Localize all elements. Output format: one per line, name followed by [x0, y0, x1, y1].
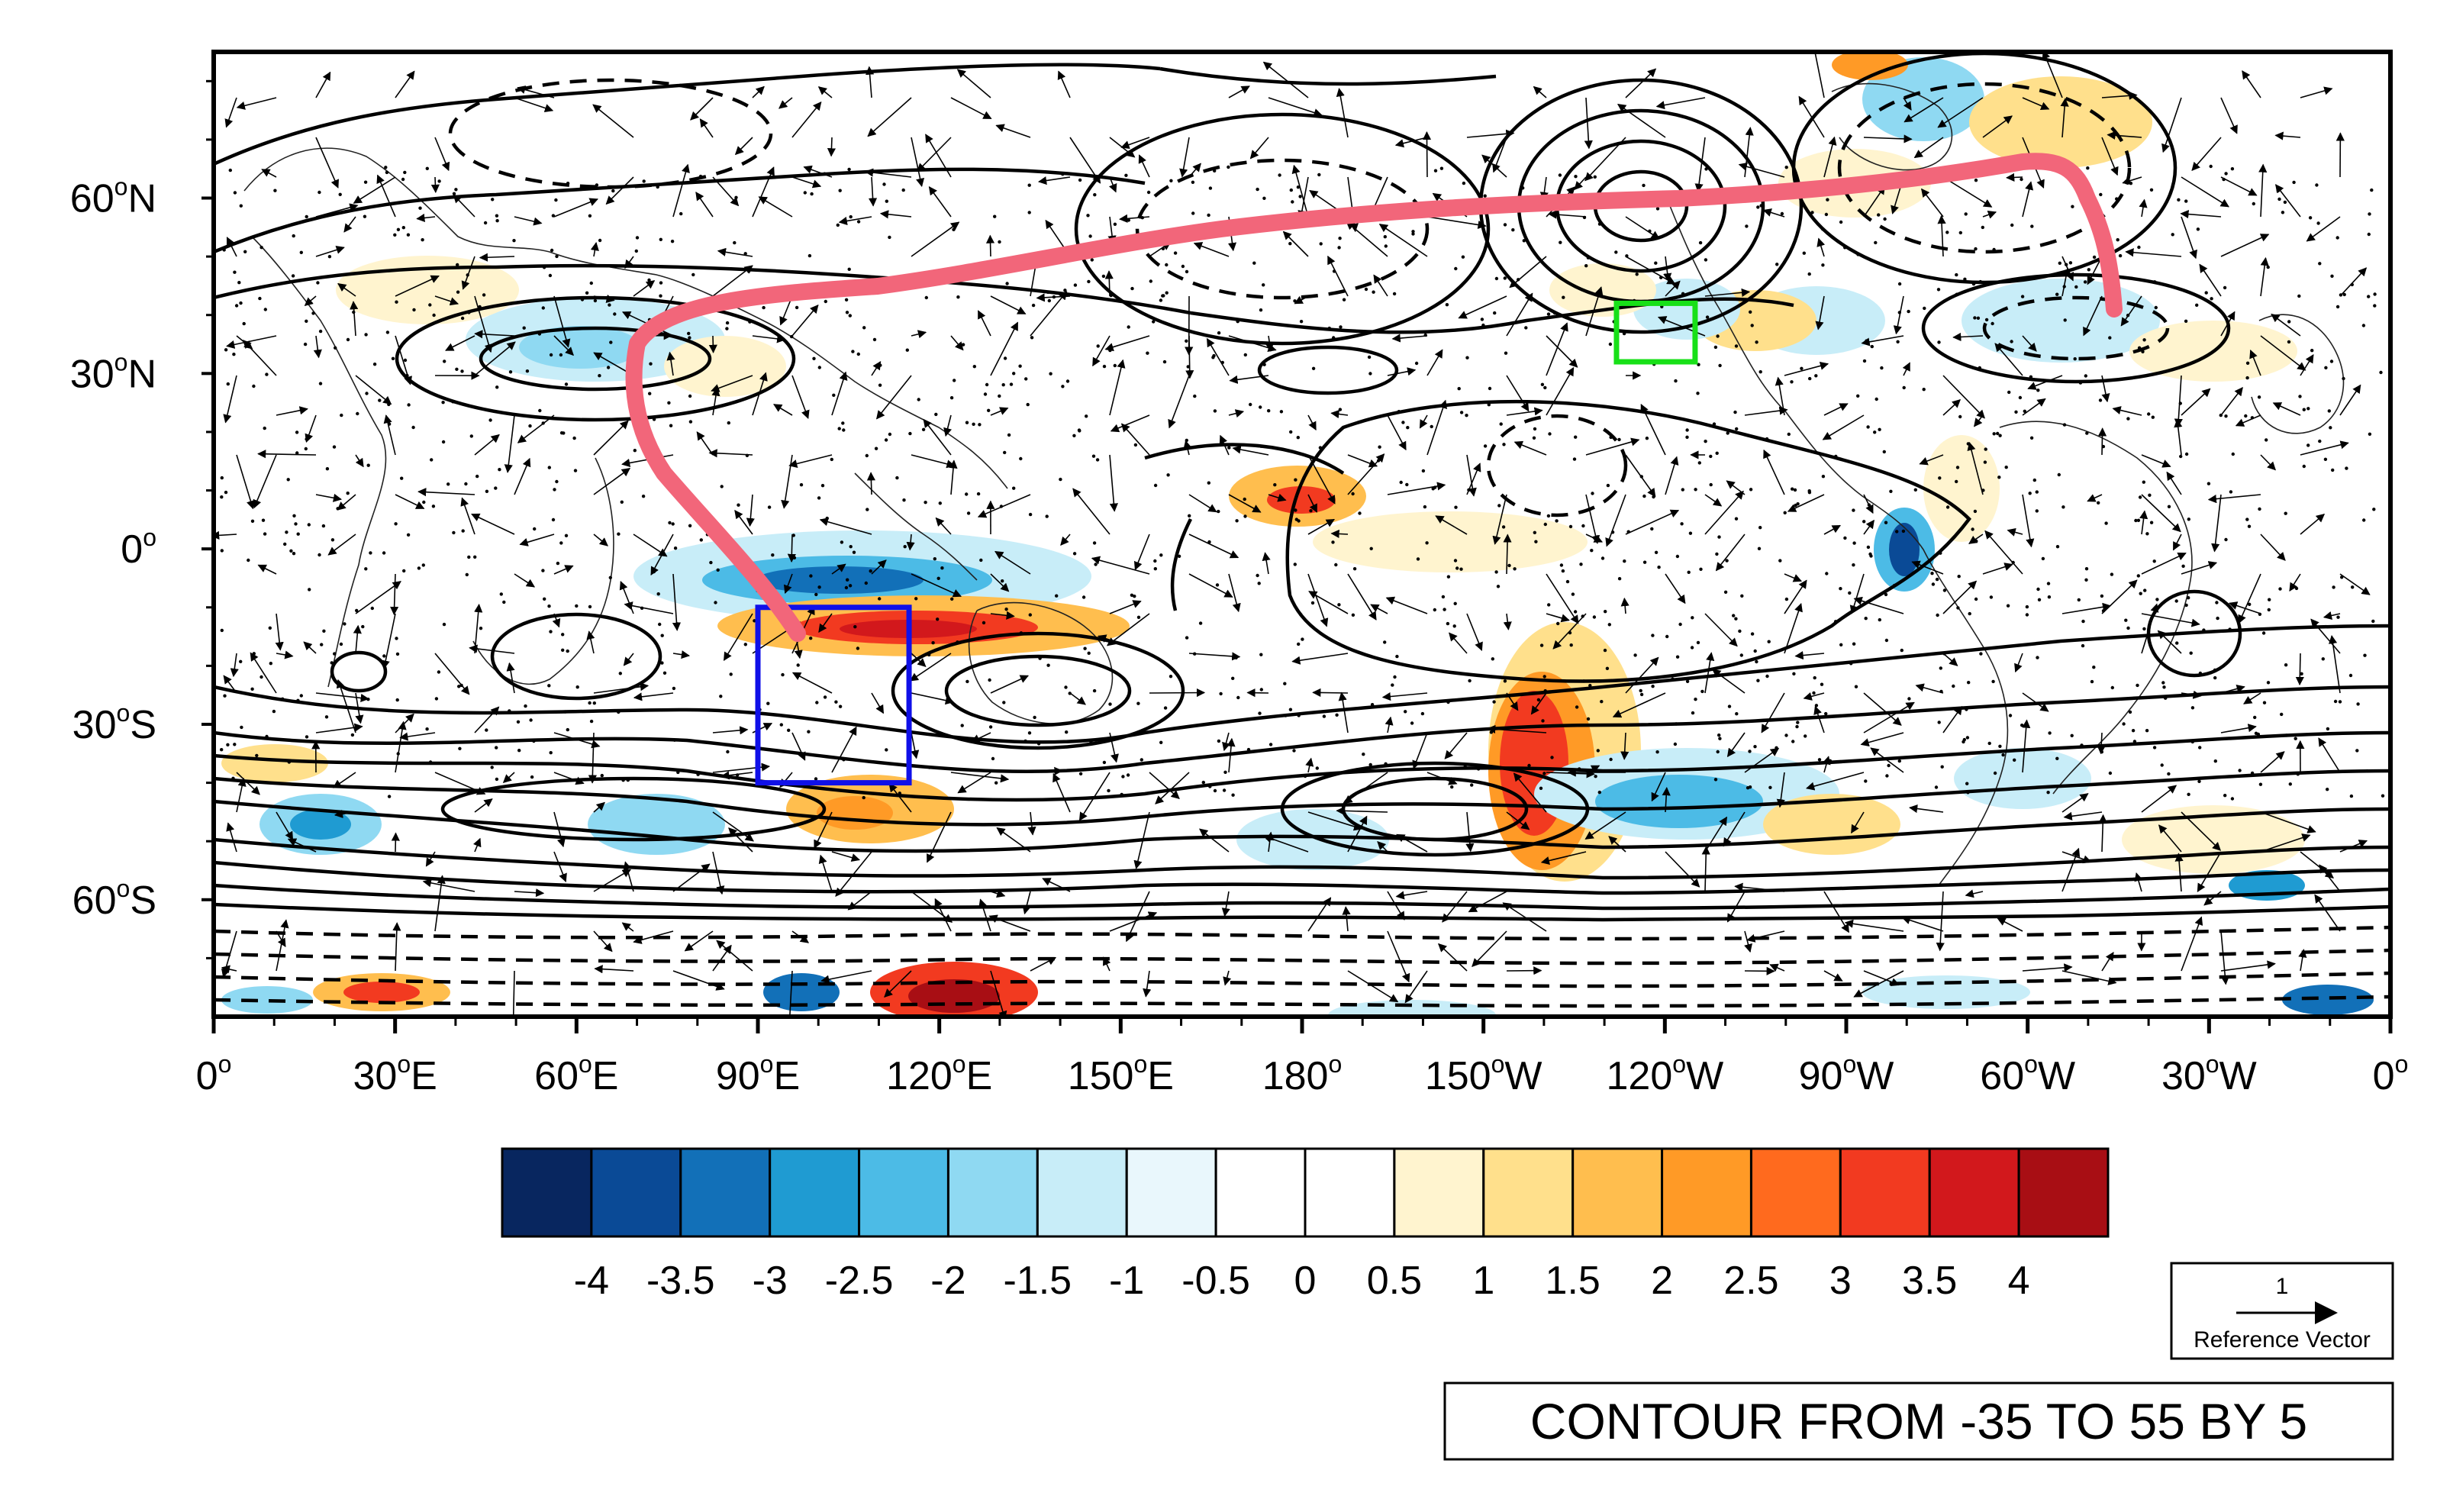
- lon-label: 30oW: [2161, 1050, 2257, 1098]
- colorbar-label: -0.5: [1181, 1259, 1250, 1303]
- colorbar-swatch: [1127, 1149, 1216, 1236]
- lon-label: 30oE: [353, 1050, 437, 1098]
- colorbar-swatch: [1662, 1149, 1752, 1236]
- colorbar-swatch: [859, 1149, 949, 1236]
- lon-label: 60oE: [534, 1050, 618, 1098]
- colorbar-swatch: [1484, 1149, 1573, 1236]
- colorbar-swatch: [1751, 1149, 1840, 1236]
- longitude-axis: 0o 30oE 60oE 90oE 120oE 150oE 180o 150oW 120oW 90…: [196, 1017, 2409, 1098]
- colorbar-label: 3.5: [1902, 1259, 1957, 1303]
- lon-label: 120oW: [1607, 1050, 1724, 1098]
- colorbar-label: -3: [753, 1259, 788, 1303]
- colorbar-label: -2.5: [825, 1259, 894, 1303]
- reference-vector-label: Reference Vector: [2194, 1327, 2371, 1352]
- colorbar-swatch: [1037, 1149, 1127, 1236]
- lat-label: 30oS: [73, 699, 156, 747]
- lat-label: 60oN: [70, 173, 156, 221]
- colorbar: -4 -3.5 -3 -2.5 -2 -1.5 -1 -0.5 0 0.5 1 1.5 2 2.5 3 3.5…: [502, 1149, 2108, 1303]
- contour-info-text: CONTOUR FROM -35 TO 55 BY 5: [1530, 1393, 2307, 1449]
- lon-label: 60oW: [1980, 1050, 2075, 1098]
- colorbar-swatch: [770, 1149, 859, 1236]
- colorbar-label: 2: [1651, 1259, 1673, 1303]
- colorbar-swatch: [1929, 1149, 2019, 1236]
- lon-label: 90oE: [716, 1050, 800, 1098]
- lon-label: 0o: [2373, 1050, 2409, 1098]
- colorbar-swatch: [502, 1149, 592, 1236]
- lat-label: 60oS: [73, 875, 156, 923]
- lon-label: 150oE: [1068, 1050, 1174, 1098]
- map-panel: [211, 42, 2390, 1030]
- lon-label: 150oW: [1425, 1050, 1542, 1098]
- colorbar-label: 0: [1294, 1259, 1317, 1303]
- colorbar-swatch: [948, 1149, 1037, 1236]
- colorbar-swatch: [592, 1149, 681, 1236]
- colorbar-label: -4: [574, 1259, 609, 1303]
- lon-label: 0o: [196, 1050, 232, 1098]
- colorbar-label: 4: [2008, 1259, 2030, 1303]
- lat-label: 0o: [121, 524, 156, 572]
- contour-info-box: CONTOUR FROM -35 TO 55 BY 5: [1445, 1383, 2393, 1459]
- colorbar-swatch: [2019, 1149, 2108, 1236]
- lat-label: 30oN: [70, 348, 156, 396]
- reference-vector-box: 1 Reference Vector: [2171, 1263, 2393, 1359]
- colorbar-label: -3.5: [646, 1259, 715, 1303]
- colorbar-label: 3: [1829, 1259, 1852, 1303]
- colorbar-swatch: [1394, 1149, 1484, 1236]
- colorbar-label: 1.5: [1546, 1259, 1600, 1303]
- colorbar-label: 2.5: [1723, 1259, 1778, 1303]
- colorbar-swatch: [1573, 1149, 1662, 1236]
- colorbar-label: -2: [930, 1259, 965, 1303]
- colorbar-label: -1.5: [1003, 1259, 1072, 1303]
- colorbar-label: -1: [1109, 1259, 1144, 1303]
- lon-label: 90oW: [1799, 1050, 1894, 1098]
- colorbar-label: 0.5: [1367, 1259, 1422, 1303]
- colorbar-swatch: [1305, 1149, 1394, 1236]
- reference-vector-magnitude: 1: [2276, 1274, 2289, 1299]
- colorbar-swatch: [681, 1149, 770, 1236]
- colorbar-label: 1: [1472, 1259, 1494, 1303]
- colorbar-swatch: [1216, 1149, 1305, 1236]
- lon-label: 120oE: [886, 1050, 992, 1098]
- colorbar-swatch: [1840, 1149, 1929, 1236]
- lon-label: 180o: [1262, 1050, 1343, 1098]
- latitude-axis: 60oN 30oN 0o 30oS 60oS: [70, 81, 214, 958]
